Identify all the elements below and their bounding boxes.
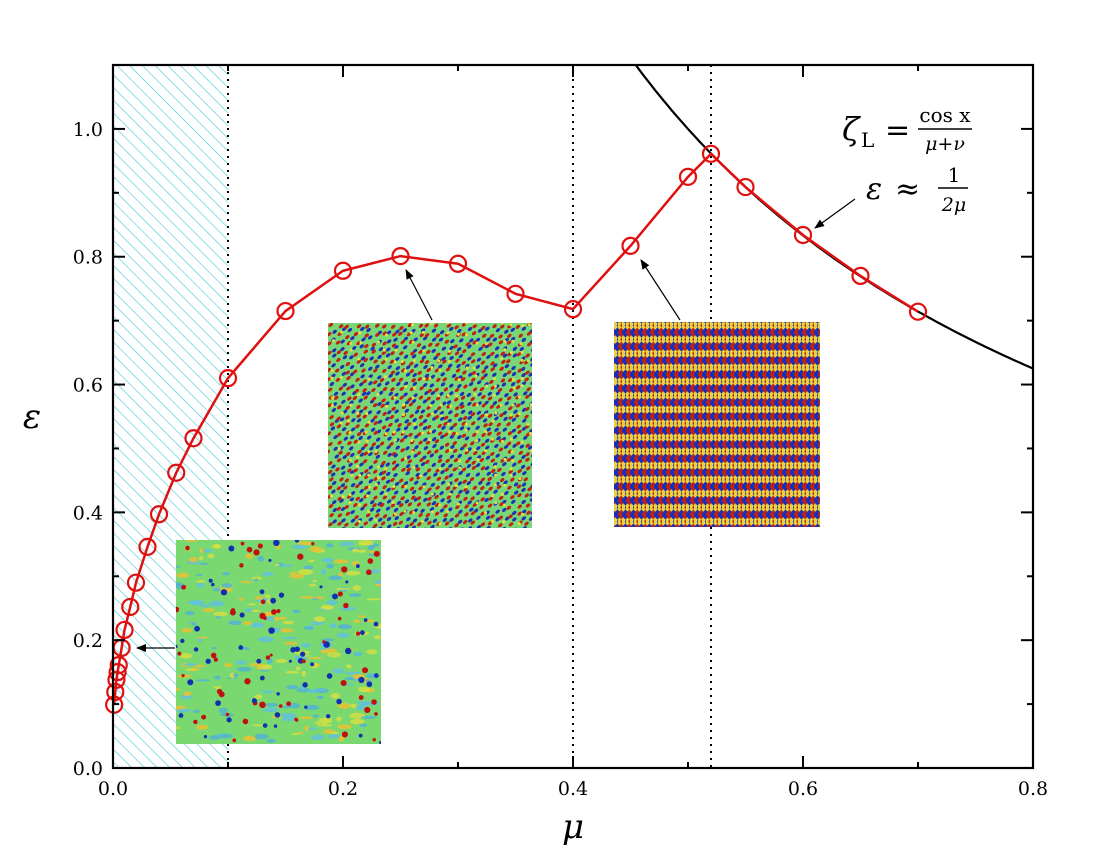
data-point (793, 225, 813, 245)
zeta-formula: ζ L = cos x μ+ν (842, 103, 972, 155)
ticks (112, 64, 1034, 769)
svg-text:1: 1 (948, 163, 961, 187)
y-axis-title: ε (23, 397, 41, 437)
inset-disordered-pattern (328, 323, 532, 528)
data-point (333, 261, 353, 280)
y-tick-label: 0.4 (73, 502, 103, 524)
data-point (908, 302, 928, 321)
eps-formula: ε ≈ 1 2μ (866, 163, 968, 216)
svg-text:cos x: cos x (919, 103, 971, 127)
x-tick-label: 0.6 (788, 778, 818, 800)
data-point (851, 266, 870, 285)
data-point (563, 300, 583, 319)
data-point (121, 597, 140, 617)
data-point (106, 682, 125, 702)
y-tick-label: 0.6 (73, 375, 103, 397)
inset-turbulent-vortices (176, 540, 381, 744)
data-point (115, 620, 134, 640)
svg-text:=: = (885, 113, 910, 148)
data-point (276, 301, 295, 321)
svg-text:≈: ≈ (895, 172, 920, 207)
arrow-inset-b (405, 269, 433, 321)
data-point (138, 537, 157, 556)
simulation-line (112, 152, 919, 705)
data-point (108, 663, 127, 682)
data-point (184, 429, 203, 448)
svg-text:μ+ν: μ+ν (925, 133, 965, 155)
data-point (167, 463, 186, 482)
svg-text:2μ: 2μ (941, 194, 966, 216)
data-point (448, 254, 468, 273)
data-point (391, 246, 410, 266)
data-point (678, 167, 698, 186)
inset-wavy-stripes (614, 322, 820, 527)
data-point (736, 177, 755, 197)
data-point (105, 695, 124, 714)
y-tick-label: 0.2 (73, 630, 103, 652)
arrow-asymptote (814, 198, 856, 229)
x-axis-title: μ (562, 807, 584, 847)
x-tick-label: 0.2 (328, 778, 358, 800)
data-point (126, 573, 146, 592)
y-tick-label: 0.0 (73, 758, 103, 780)
data-point (218, 369, 238, 388)
data-point (701, 144, 721, 163)
data-point (109, 656, 128, 675)
x-tick-label: 0.4 (558, 778, 588, 800)
x-tick-label: 0.0 (98, 778, 128, 800)
y-tick-label: 1.0 (73, 119, 103, 141)
x-tick-label: 0.8 (1018, 778, 1048, 800)
data-point (621, 236, 640, 255)
svg-text:ζ: ζ (842, 110, 861, 148)
arrow-inset-c (640, 259, 681, 321)
y-tick-label: 0.8 (73, 247, 103, 269)
svg-text:L: L (861, 128, 874, 152)
svg-text:ε: ε (866, 172, 882, 207)
data-point (506, 284, 525, 303)
data-point (149, 505, 169, 524)
